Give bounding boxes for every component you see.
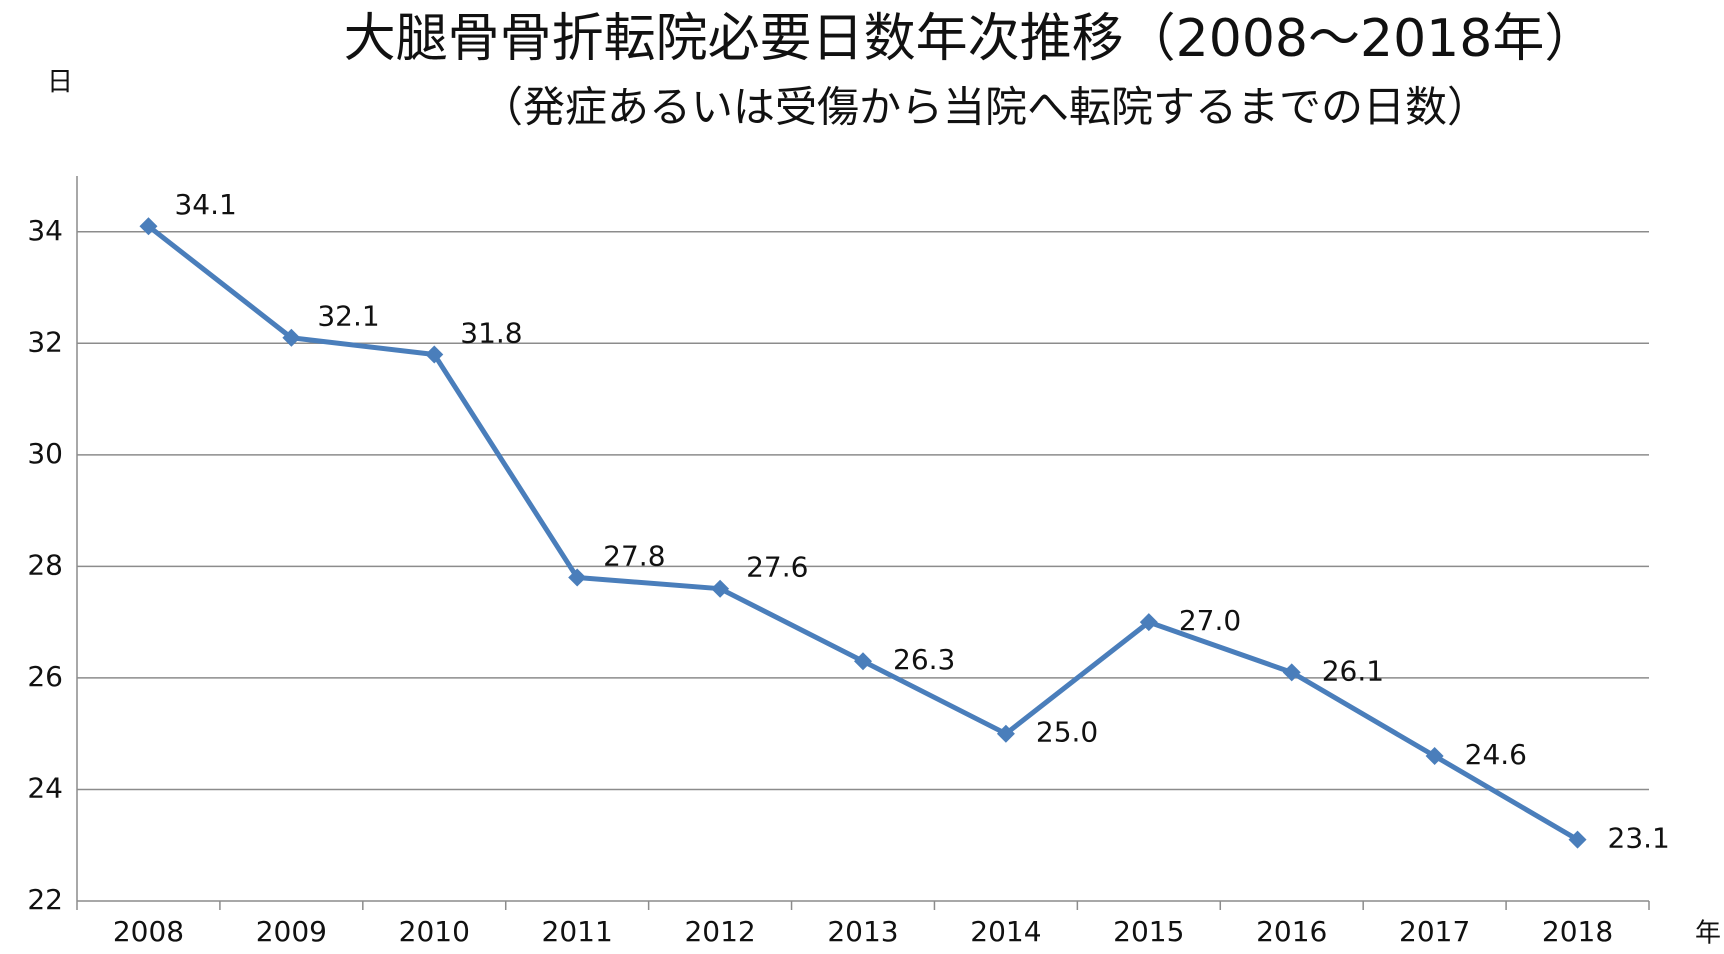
y-tick-label: 24 (27, 771, 63, 804)
x-tick-label: 2013 (827, 915, 898, 948)
y-tick-label: 30 (27, 437, 63, 470)
marker (139, 217, 158, 236)
marker (282, 328, 301, 347)
data-label: 32.1 (317, 300, 379, 333)
data-label: 26.1 (1322, 654, 1384, 687)
y-tick-label: 32 (27, 325, 63, 358)
data-label: 23.1 (1608, 822, 1670, 855)
chart-subtitle: （発症あるいは受傷から当院へ転院するまでの日数） (481, 83, 1489, 132)
x-tick-label: 2012 (684, 915, 755, 948)
marker (854, 652, 872, 671)
y-tick-label: 26 (27, 660, 63, 693)
marker (425, 345, 444, 364)
y-tick-label: 28 (27, 548, 63, 581)
marker (1139, 613, 1158, 632)
data-label: 24.6 (1465, 738, 1527, 771)
x-tick-label: 2014 (970, 915, 1041, 948)
data-label: 27.0 (1179, 604, 1241, 637)
marker (1282, 663, 1301, 682)
data-label: 34.1 (174, 188, 236, 221)
x-tick-label: 2017 (1399, 915, 1470, 948)
x-axis-label: 年 (1695, 919, 1721, 949)
chart-title: 大腿骨骨折転院必要日数年次推移（2008～2018年） (344, 9, 1597, 69)
data-label: 25.0 (1036, 716, 1098, 749)
x-tick-label: 2015 (1113, 915, 1184, 948)
x-tick-label: 2011 (542, 915, 613, 948)
data-label: 27.6 (746, 551, 808, 584)
marker (996, 724, 1015, 743)
marker (711, 579, 730, 598)
marker (568, 568, 587, 587)
x-tick-label: 2009 (256, 915, 327, 948)
y-axis-label: 日 (47, 68, 73, 98)
x-tick-label: 2010 (399, 915, 470, 948)
x-tick-label: 2008 (113, 915, 184, 948)
marker (1425, 747, 1444, 765)
data-label: 27.8 (603, 540, 665, 573)
data-label: 31.8 (460, 316, 522, 349)
data-label: 26.3 (893, 643, 955, 676)
y-tick-label: 34 (27, 214, 63, 247)
y-tick-label: 22 (27, 883, 63, 916)
x-tick-label: 2016 (1256, 915, 1327, 948)
x-tick-label: 2018 (1542, 915, 1613, 948)
marker (1568, 830, 1587, 849)
